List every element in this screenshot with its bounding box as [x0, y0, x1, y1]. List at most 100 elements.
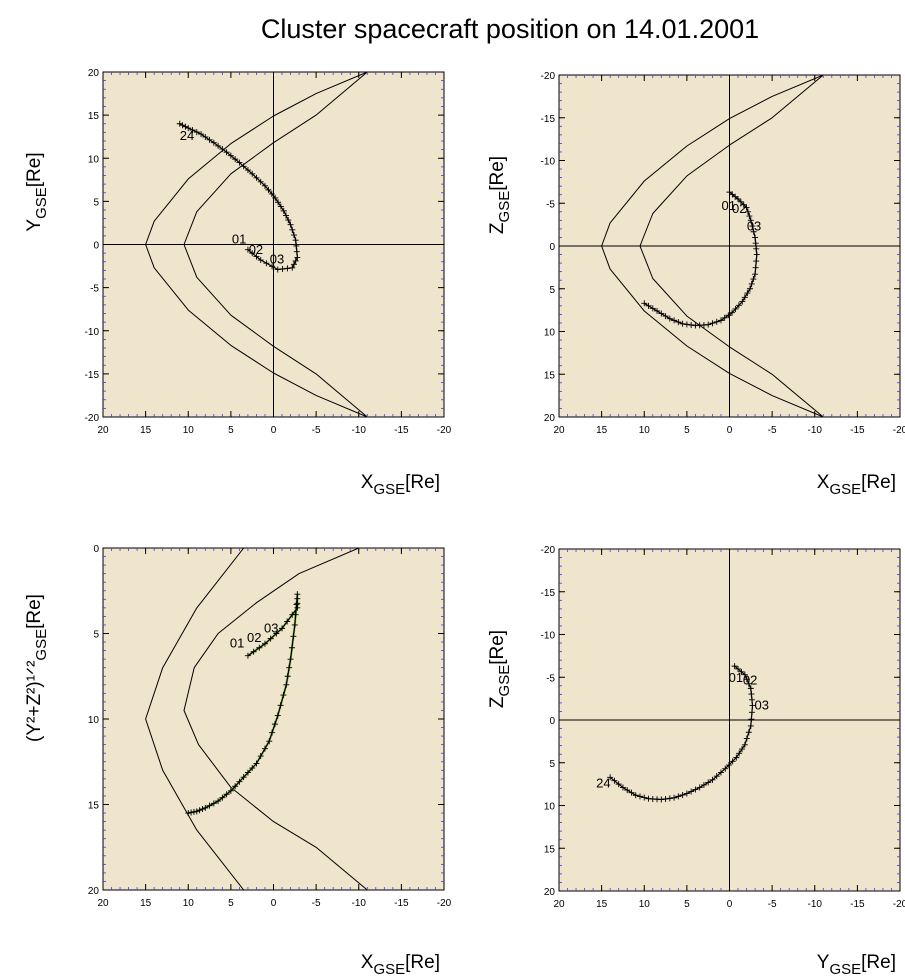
y-tick-label: -20	[541, 545, 556, 556]
tick-labels: 20 15 10 5 0 -5 -10 -15 -20 -20 -15 -10 -5 0 5 10 15 20	[85, 68, 452, 436]
orbit-marker	[185, 125, 192, 132]
orbit-marker	[748, 696, 755, 703]
x-tick-label: -10	[808, 899, 823, 910]
y-tick-label: -15	[541, 588, 556, 599]
orbit-marker	[662, 313, 669, 320]
orbit-marker	[753, 251, 760, 258]
orbit-marker	[654, 307, 661, 314]
orbit-marker	[607, 774, 614, 781]
orbit-marker	[289, 264, 296, 271]
point-label-01: 01	[722, 198, 736, 213]
orbit-marker	[284, 673, 291, 680]
orbit-marker	[743, 204, 750, 211]
y-tick-label: 10	[544, 802, 556, 813]
x-tick-label: -20	[437, 425, 452, 436]
orbit-marker	[671, 794, 678, 801]
orbit-marker	[176, 120, 183, 127]
x-tick-label: 10	[639, 899, 651, 910]
orbit-marker	[289, 226, 296, 233]
orbit-marker	[750, 276, 757, 283]
orbit-marker	[709, 320, 716, 327]
point-label-24: 24	[596, 775, 610, 790]
orbit-marker	[725, 762, 732, 769]
orbit-marker	[752, 264, 759, 271]
orbit-marker	[283, 212, 290, 219]
orbit-marker	[249, 765, 256, 772]
tick-labels: 20 15 10 5 0 -5 -10 -15 -20 20 15 10 5 0	[88, 544, 452, 909]
orbit-marker	[729, 309, 736, 316]
orbit-marker	[253, 760, 260, 767]
orbit-marker	[266, 738, 273, 745]
orbit-marker	[271, 721, 278, 728]
orbit-marker	[741, 741, 748, 748]
orbit-marker	[249, 170, 256, 177]
y-tick-label: 10	[88, 154, 100, 165]
orbit-marker	[188, 809, 195, 816]
orbit-marker	[182, 123, 189, 130]
magnetopause-curve	[183, 72, 368, 417]
orbit-marker	[735, 665, 742, 672]
orbit-marker	[275, 199, 282, 206]
orbit-marker	[615, 781, 622, 788]
orbit-marker	[725, 312, 732, 319]
orbit-marker	[735, 195, 742, 202]
y-axis-label: YGSE[Re]	[24, 152, 50, 231]
orbit-marker	[240, 163, 247, 170]
orbit-marker	[272, 194, 279, 201]
orbit-marker	[199, 806, 206, 813]
orbit-marker	[748, 709, 755, 716]
orbit-marker	[257, 257, 264, 264]
orbit-marker	[729, 758, 736, 765]
y-tick-label: 0	[93, 544, 99, 555]
orbit-marker	[250, 648, 257, 655]
orbit-marker	[645, 795, 652, 802]
orbit-marker	[286, 664, 293, 671]
x-tick-label: -20	[893, 425, 905, 436]
y-tick-label: -15	[85, 370, 100, 381]
orbit-marker	[747, 217, 754, 224]
x-tick-label: -10	[352, 898, 367, 909]
x-tick-label: -15	[850, 899, 865, 910]
orbit-marker	[732, 305, 739, 312]
y-axis-label: (Y²+Z²)¹ᐟ²GSE[Re]	[24, 594, 50, 742]
orbit-marker	[280, 207, 287, 214]
x-tick-label: 0	[727, 899, 733, 910]
y-tick-label: -5	[546, 673, 555, 684]
x-tick-label: 5	[684, 899, 690, 910]
orbit-marker	[752, 234, 759, 241]
orbit-marker	[290, 633, 297, 640]
point-label-03: 03	[270, 252, 284, 267]
orbit-marker	[294, 254, 301, 261]
y-tick-label: 0	[549, 242, 555, 253]
point-label-02: 02	[732, 201, 746, 216]
orbit-marker	[753, 245, 760, 252]
x-tick-label: 15	[140, 898, 152, 909]
x-tick-label: -10	[808, 425, 823, 436]
orbit-marker	[256, 644, 263, 651]
orbit-marker	[696, 784, 703, 791]
y-tick-label: -15	[541, 114, 556, 125]
orbit-marker	[748, 691, 755, 698]
orbit-marker	[666, 795, 673, 802]
y-tick-label: 15	[88, 801, 100, 812]
magnetopause-curve	[639, 75, 824, 417]
x-tick-label: -5	[312, 898, 321, 909]
orbit-marker	[705, 779, 712, 786]
orbit-marker	[202, 804, 209, 811]
orbit-marker	[269, 729, 276, 736]
orbit-marker	[261, 640, 268, 647]
x-tick-label: 20	[553, 899, 565, 910]
orbit-marker	[666, 315, 673, 322]
orbit-marker	[232, 783, 239, 790]
orbit-marker	[285, 217, 292, 224]
orbit-marker	[284, 618, 291, 625]
orbit-marker	[277, 203, 284, 210]
orbit-markers	[607, 663, 756, 803]
orbit-marker	[692, 322, 699, 329]
x-tick-label: -5	[768, 899, 777, 910]
orbit-marker	[244, 652, 251, 659]
orbit-marker	[683, 321, 690, 328]
